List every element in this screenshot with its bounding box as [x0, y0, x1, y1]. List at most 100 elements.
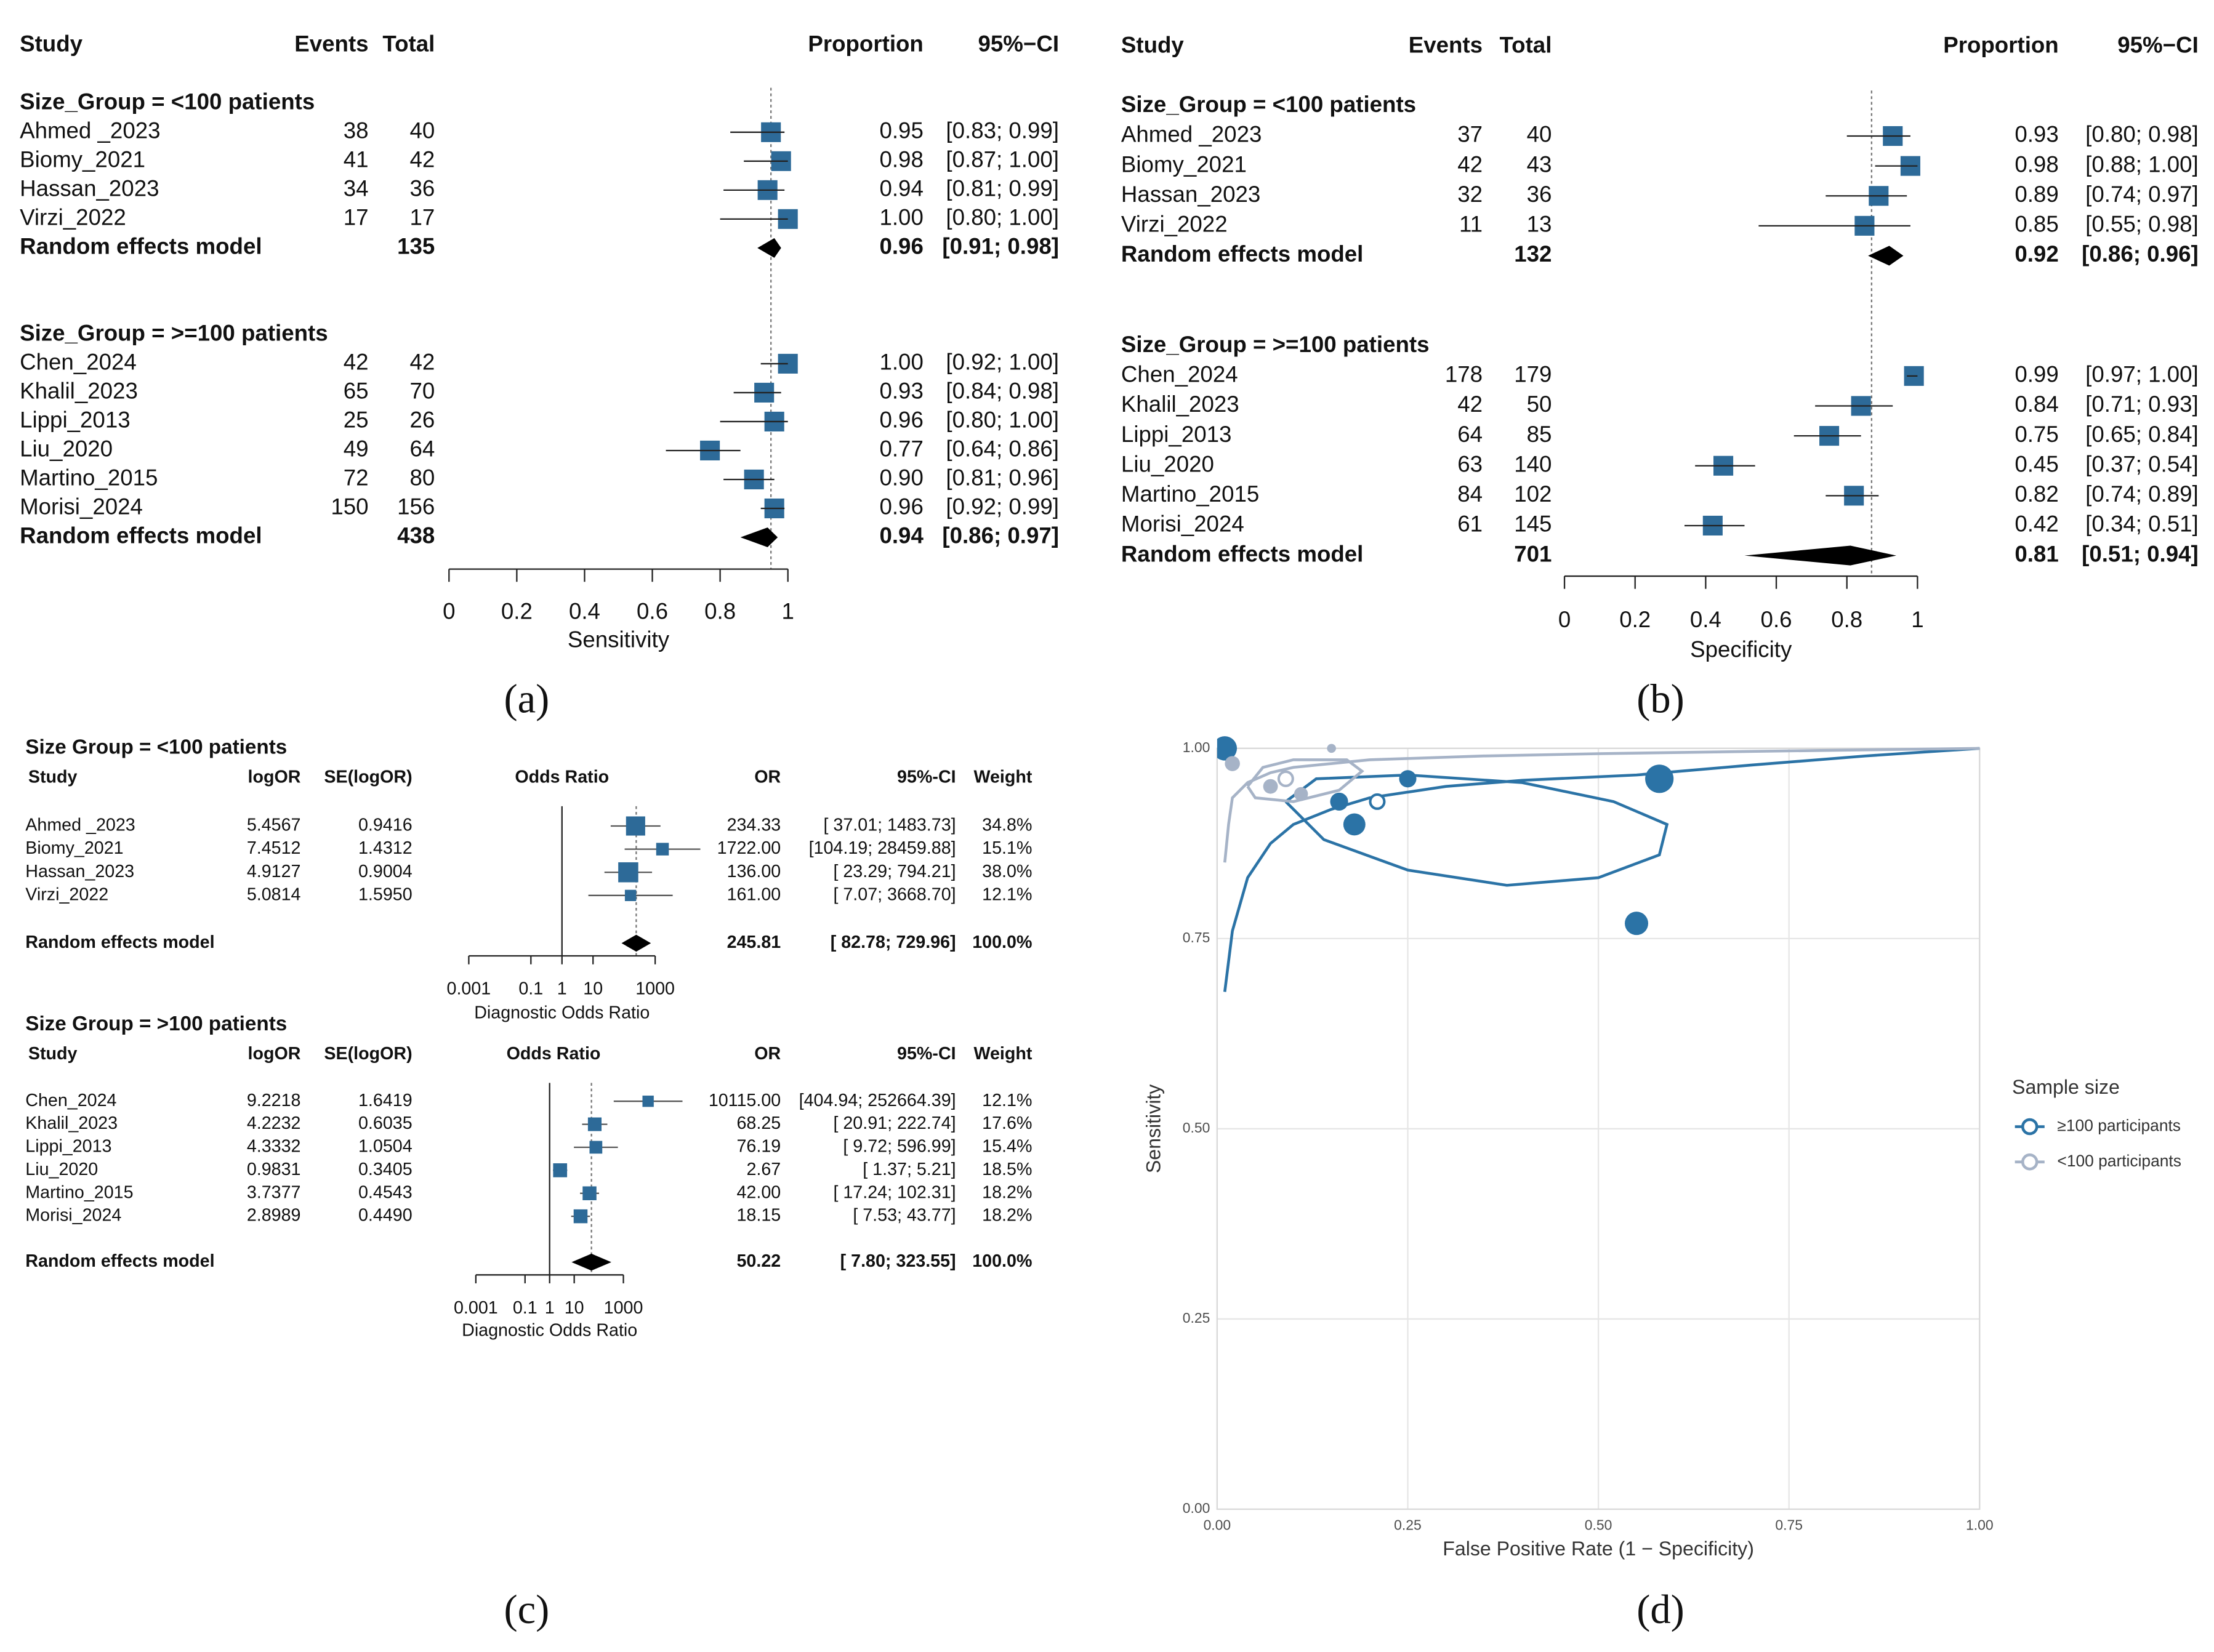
study-square — [624, 889, 637, 902]
odds-ratio: 76.19 — [737, 1137, 781, 1157]
study-square — [626, 816, 645, 836]
y-tick-label: 1.00 — [1183, 739, 1210, 755]
column-header: 95%-CI — [897, 768, 956, 787]
x-tick-label: 0.001 — [454, 1298, 498, 1318]
x-tick-label: 0.6 — [637, 598, 668, 624]
confidence-interval: [0.71; 0.93] — [2085, 391, 2199, 417]
se-log-or: 0.9416 — [358, 816, 413, 835]
total: 80 — [410, 465, 435, 491]
x-tick-label: 0.8 — [1831, 607, 1862, 632]
proportion: 0.98 — [879, 147, 923, 172]
y-tick-label: 0.75 — [1183, 929, 1210, 945]
confidence-interval: [0.65; 0.84] — [2085, 422, 2199, 447]
study-name: Martino_2015 — [1121, 481, 1259, 507]
confidence-interval: [0.80; 1.00] — [946, 205, 1059, 230]
log-or: 2.8989 — [247, 1206, 301, 1225]
total: 40 — [1527, 122, 1552, 147]
panel-label: (a) — [504, 677, 550, 722]
proportion: 1.00 — [879, 350, 923, 375]
study-name: Martino_2015 — [25, 1182, 133, 1202]
proportion: 0.92 — [2015, 241, 2058, 267]
study-name: Lippi_2013 — [1121, 422, 1232, 447]
events: 84 — [1457, 481, 1483, 507]
summary-point — [1369, 793, 1386, 810]
study-name: Liu_2020 — [25, 1160, 98, 1179]
summary-name: Random effects model — [25, 932, 214, 952]
panel-label: (b) — [1636, 677, 1685, 722]
study-name: Biomy_2021 — [25, 838, 123, 858]
column-header: Events — [294, 31, 368, 56]
study-point — [1263, 779, 1278, 794]
group-title: Size_Group = >=100 patients — [20, 321, 328, 346]
x-tick-label: 0.2 — [501, 598, 533, 624]
proportion: 1.00 — [879, 205, 923, 230]
column-header: 95%−CI — [978, 31, 1059, 56]
events: 32 — [1457, 182, 1483, 207]
study-name: Chen_2024 — [1121, 362, 1238, 387]
x-tick-label: 1000 — [604, 1298, 643, 1318]
plot-area — [1217, 736, 1980, 992]
confidence-region — [1246, 758, 1364, 803]
proportion: 0.96 — [879, 234, 923, 259]
odds-ratio: 68.25 — [737, 1113, 781, 1133]
study-square — [553, 1163, 568, 1177]
column-header: Weight — [973, 768, 1032, 787]
events: 34 — [344, 176, 369, 201]
odds-ratio: 245.81 — [727, 932, 781, 952]
study-name: Khalil_2023 — [20, 379, 138, 404]
study-name: Morisi_2024 — [25, 1206, 121, 1225]
confidence-interval: [ 20.91; 222.74] — [833, 1113, 956, 1133]
events: 38 — [344, 118, 369, 143]
study-name: Virzi_2022 — [1121, 212, 1228, 237]
confidence-interval: [0.91; 0.98] — [942, 234, 1059, 259]
legend-title: Sample size — [2012, 1076, 2120, 1098]
column-header: 95%−CI — [2117, 33, 2199, 58]
study-square — [573, 1209, 588, 1224]
weight: 18.2% — [982, 1182, 1032, 1202]
log-or: 4.9127 — [247, 862, 301, 881]
odds-ratio: 42.00 — [737, 1182, 781, 1202]
se-log-or: 1.6419 — [358, 1091, 413, 1110]
column-header: Total — [382, 31, 435, 56]
se-log-or: 0.4543 — [358, 1182, 413, 1202]
confidence-interval: [0.34; 0.51] — [2085, 511, 2199, 537]
column-header: Odds Ratio — [515, 768, 609, 787]
events: 11 — [1459, 212, 1483, 237]
study-name: Virzi_2022 — [25, 884, 108, 904]
column-header: OR — [754, 768, 781, 787]
group-title: Size_Group = <100 patients — [1121, 92, 1416, 117]
events: 65 — [344, 379, 369, 404]
events: 150 — [331, 494, 368, 519]
group-title: Size Group = >100 patients — [25, 1012, 287, 1035]
confidence-interval: [0.86; 0.96] — [2082, 241, 2199, 267]
se-log-or: 0.6035 — [358, 1113, 413, 1133]
total: 438 — [397, 523, 435, 548]
confidence-interval: [0.81; 0.96] — [946, 465, 1059, 491]
x-tick-label: 1000 — [635, 979, 675, 999]
x-tick-label: 0.00 — [1204, 1517, 1231, 1533]
events: 37 — [1457, 122, 1483, 147]
proportion: 0.99 — [2015, 362, 2058, 387]
confidence-interval: [0.80; 0.98] — [2085, 122, 2199, 147]
study-name: Chen_2024 — [25, 1091, 116, 1110]
y-axis-title: Sensitivity — [1142, 1085, 1164, 1173]
proportion: 0.93 — [879, 379, 923, 404]
x-tick-label: 10 — [583, 979, 603, 999]
x-tick-label: 0.1 — [513, 1298, 537, 1318]
study-square — [656, 843, 669, 856]
events: 61 — [1457, 511, 1483, 537]
summary-name: Random effects model — [1121, 241, 1363, 267]
events: 42 — [1457, 391, 1483, 417]
plot-border — [1216, 747, 1981, 1510]
column-header: Odds Ratio — [507, 1044, 601, 1064]
x-tick-label: 1.00 — [1966, 1517, 1994, 1533]
odds-ratio: 136.00 — [727, 862, 781, 881]
panel-label: (d) — [1636, 1587, 1685, 1632]
weight: 17.6% — [982, 1113, 1032, 1133]
confidence-interval: [0.51; 0.94] — [2082, 541, 2199, 566]
proportion: 0.77 — [879, 436, 923, 462]
column-header: SE(logOR) — [324, 1044, 412, 1064]
proportion: 0.84 — [2015, 391, 2058, 417]
summary-diamond — [1744, 545, 1896, 566]
